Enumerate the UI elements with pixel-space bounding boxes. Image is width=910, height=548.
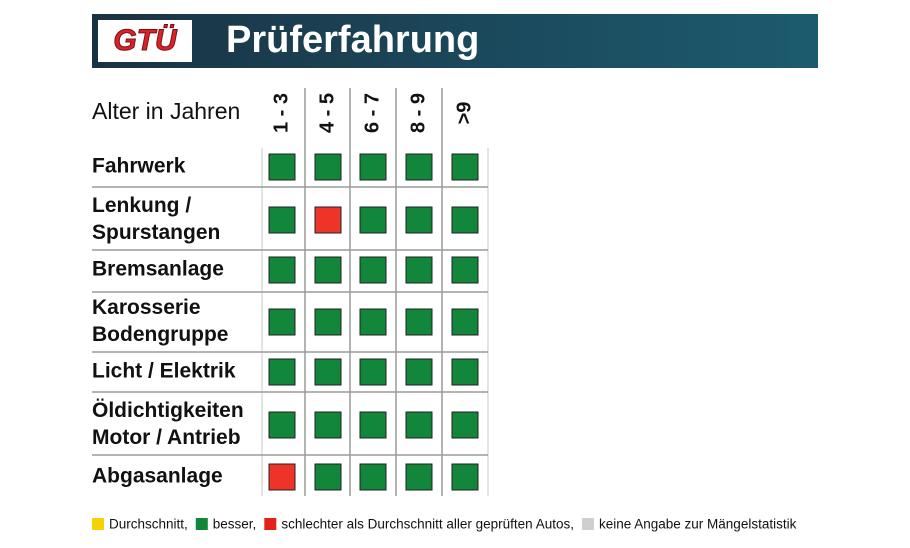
rating-cell bbox=[451, 358, 479, 386]
rating-cell bbox=[268, 308, 296, 336]
row-label: Fahrwerk bbox=[92, 155, 186, 178]
rating-cell bbox=[359, 153, 387, 181]
row-label: Licht / Elektrik bbox=[92, 360, 236, 383]
row-label: Karosserie bbox=[92, 296, 201, 319]
rating-cell bbox=[451, 463, 479, 491]
rating-cell bbox=[268, 256, 296, 284]
rating-cell bbox=[268, 153, 296, 181]
logo-box bbox=[98, 20, 192, 62]
rating-cell bbox=[314, 358, 342, 386]
rating-cell bbox=[405, 358, 433, 386]
rating-cell bbox=[451, 153, 479, 181]
rating-cell bbox=[314, 256, 342, 284]
rating-cell bbox=[451, 206, 479, 234]
rating-cell bbox=[268, 358, 296, 386]
rating-cell bbox=[405, 308, 433, 336]
row-label: Öldichtigkeiten bbox=[92, 399, 244, 422]
rating-cell bbox=[314, 463, 342, 491]
column-header: 4 - 5 bbox=[316, 93, 338, 133]
rating-cell bbox=[451, 308, 479, 336]
rating-cell bbox=[268, 463, 296, 491]
rating-cell bbox=[314, 411, 342, 439]
rating-cell bbox=[268, 206, 296, 234]
rating-cell bbox=[268, 411, 296, 439]
title: Prüferfahrung bbox=[226, 19, 479, 61]
rating-cell bbox=[359, 358, 387, 386]
rating-cell bbox=[359, 206, 387, 234]
row-label: Motor / Antrieb bbox=[92, 426, 241, 449]
rating-cell bbox=[405, 153, 433, 181]
rating-cell bbox=[359, 256, 387, 284]
row-label: Bremsanlage bbox=[92, 258, 224, 281]
rating-cell bbox=[405, 256, 433, 284]
row-label: Bodengruppe bbox=[92, 323, 229, 346]
legend-label: besser, bbox=[213, 517, 257, 532]
row-label: Lenkung / bbox=[92, 194, 191, 217]
column-header: >9 bbox=[453, 102, 475, 125]
legend-label: Durchschnitt, bbox=[109, 517, 188, 532]
logo: GTÜ bbox=[113, 24, 178, 57]
rating-cell bbox=[314, 206, 342, 234]
column-header: 1 - 3 bbox=[270, 93, 292, 133]
rating-cell bbox=[314, 153, 342, 181]
legend-label: schlechter als Durchschnitt aller geprüf… bbox=[281, 517, 574, 532]
legend-swatch bbox=[581, 518, 594, 530]
column-header: 8 - 9 bbox=[407, 93, 429, 133]
rating-cell bbox=[405, 411, 433, 439]
column-header: 6 - 7 bbox=[361, 93, 383, 133]
legend-swatch bbox=[264, 518, 277, 530]
legend-label: keine Angabe zur Mängelstatistik bbox=[599, 517, 797, 532]
corner-label: Alter in Jahren bbox=[92, 98, 240, 124]
rating-cell bbox=[359, 411, 387, 439]
rating-cell bbox=[359, 308, 387, 336]
rating-cell bbox=[451, 256, 479, 284]
rating-cell bbox=[359, 463, 387, 491]
rating-cell bbox=[405, 463, 433, 491]
legend-swatch bbox=[92, 518, 104, 530]
table-body: Fahrwerk Lenkung / Spurstangen Bremsanlage K… bbox=[92, 153, 479, 491]
legend: Durchschnitt, besser, schlechter als Durch… bbox=[92, 517, 797, 532]
table-grid: 1 - 3 4 - 5 6 - 7 8 - 9 >9 bbox=[92, 88, 489, 496]
rating-cell bbox=[405, 206, 433, 234]
legend-swatch bbox=[195, 518, 208, 530]
rating-cell bbox=[314, 308, 342, 336]
row-label: Abgasanlage bbox=[92, 465, 223, 488]
rating-cell bbox=[451, 411, 479, 439]
row-label: Spurstangen bbox=[92, 221, 220, 244]
header-bar bbox=[92, 14, 818, 68]
